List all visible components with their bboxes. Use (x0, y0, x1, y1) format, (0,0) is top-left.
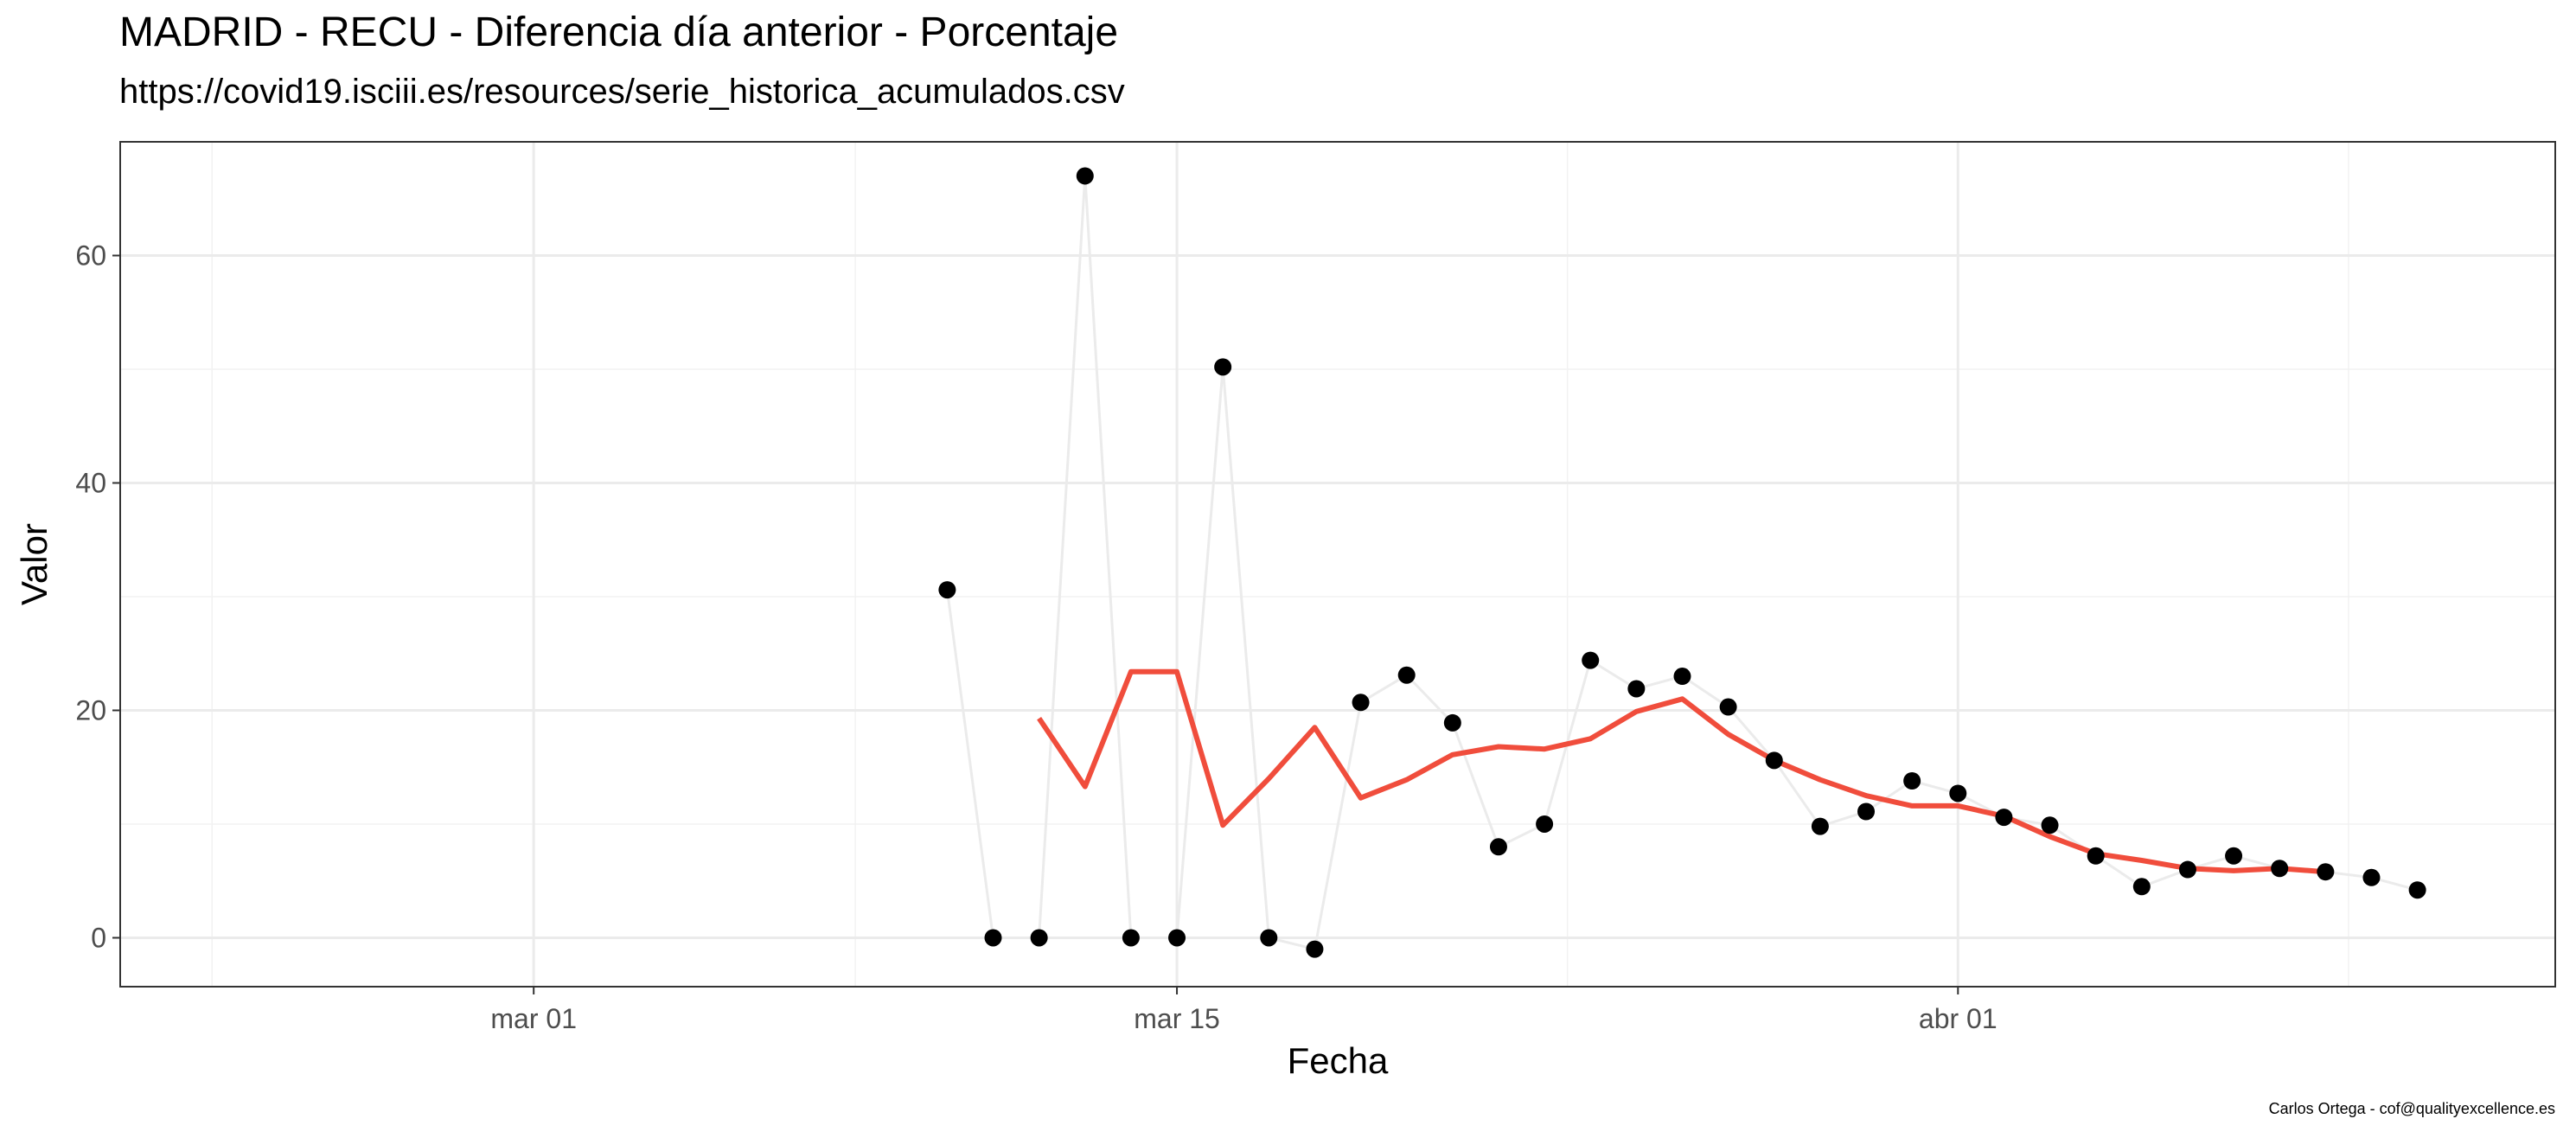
data-point (1857, 802, 1876, 821)
data-point (1536, 815, 1554, 833)
data-point (1903, 771, 1921, 790)
y-tick-label: 60 (75, 240, 106, 271)
x-axis-label: Fecha (1288, 1040, 1389, 1081)
data-point (2271, 860, 2289, 878)
data-point (1352, 694, 1370, 712)
data-point (1811, 817, 1829, 835)
data-point (1030, 929, 1048, 947)
chart-subtitle: https://covid19.isciii.es/resources/seri… (119, 73, 1125, 111)
data-point (2362, 868, 2381, 886)
data-point (2317, 863, 2335, 881)
axis-ticks: mar 01 mar 15 abr 01 0 20 40 60 (75, 240, 1997, 1034)
data-point (1122, 929, 1140, 947)
data-point (2041, 816, 2059, 834)
data-point (1949, 784, 1967, 802)
y-tick-label: 0 (91, 922, 106, 953)
data-point (1443, 713, 1461, 732)
x-tick-label: mar 15 (1134, 1003, 1220, 1034)
data-point (1306, 940, 1324, 958)
x-tick-label: mar 01 (490, 1003, 577, 1034)
data-point (1627, 680, 1646, 698)
y-axis-label: Valor (14, 523, 54, 605)
data-point (984, 929, 1002, 947)
data-point (1076, 167, 1094, 185)
data-point (1765, 751, 1783, 770)
data-point (1673, 668, 1691, 686)
chart-title: MADRID - RECU - Diferencia día anterior … (119, 10, 1119, 55)
y-tick-label: 40 (75, 467, 106, 498)
data-point (2225, 847, 2243, 865)
data-point (938, 581, 956, 599)
series-layer (938, 167, 2426, 958)
grid-minor-lines (120, 142, 2555, 987)
y-tick-label: 20 (75, 694, 106, 726)
panel-border (119, 141, 2556, 988)
data-point (2087, 847, 2105, 865)
chart-caption: Carlos Ortega - cof@qualityexcellence.es (2268, 1100, 2555, 1117)
trend-line (1037, 668, 2326, 875)
data-point (2178, 860, 2196, 879)
panel-background (120, 142, 2555, 987)
data-point (1995, 809, 2013, 827)
data-point (1582, 651, 1600, 669)
data-point (1719, 698, 1737, 716)
data-point (1214, 358, 1232, 376)
data-point (2132, 878, 2151, 896)
x-tick-label: abr 01 (1919, 1003, 1998, 1034)
data-point (1489, 838, 1507, 856)
data-point (1168, 929, 1186, 947)
data-point (1260, 929, 1278, 947)
grid-major-lines (120, 142, 2555, 987)
data-point (1397, 666, 1416, 684)
data-point (2408, 881, 2426, 899)
